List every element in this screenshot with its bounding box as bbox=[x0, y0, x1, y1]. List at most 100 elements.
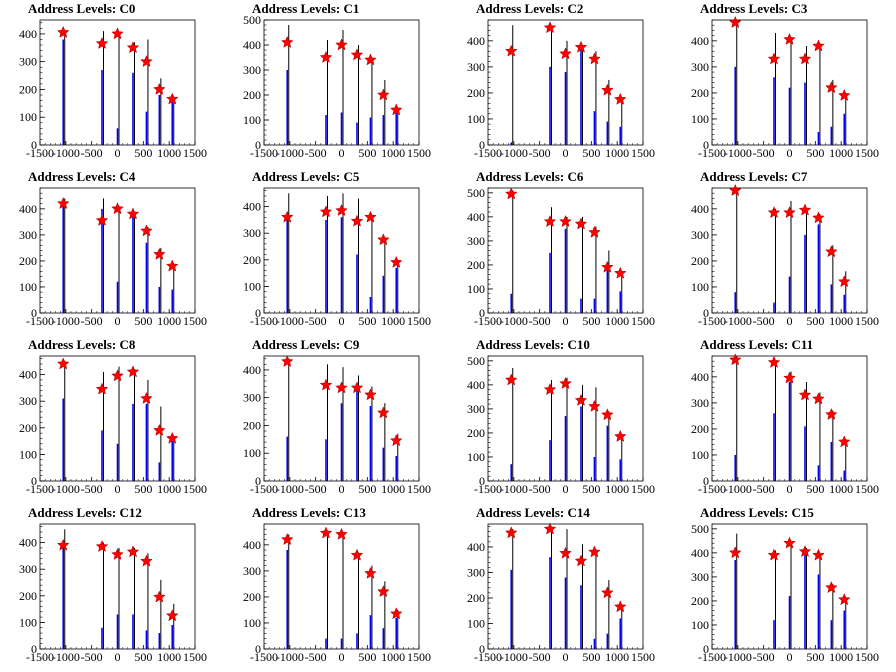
chart-panel-c12: Address Levels: C12 0 100 200 300 400 -1500 -10… bbox=[0, 504, 224, 672]
x-tick-label: 500 bbox=[582, 314, 600, 328]
level-marker bbox=[319, 50, 333, 63]
y-tick-label: 0 bbox=[255, 474, 261, 488]
x-tick-label: 0 bbox=[339, 650, 345, 664]
y-tick-label: 400 bbox=[243, 538, 261, 552]
level-marker bbox=[728, 15, 742, 28]
x-tick-label: -1500 bbox=[698, 146, 726, 160]
x-tick-label: 1500 bbox=[407, 314, 431, 328]
y-tick-label: 100 bbox=[243, 446, 261, 460]
level-marker bbox=[140, 554, 153, 567]
x-tick-label: -500 bbox=[529, 314, 551, 328]
y-tick-label: 400 bbox=[243, 363, 261, 377]
x-tick-label: -1000 bbox=[52, 146, 80, 160]
y-tick-label: 300 bbox=[19, 562, 37, 576]
level-marker bbox=[613, 92, 627, 105]
level-marker bbox=[588, 545, 601, 558]
x-tick-label: -1500 bbox=[474, 482, 502, 496]
level-marker bbox=[812, 548, 825, 561]
level-marker bbox=[389, 255, 403, 268]
y-tick-label: 200 bbox=[243, 253, 261, 267]
y-tick-label: 300 bbox=[467, 402, 485, 416]
y-tick-label: 0 bbox=[255, 138, 261, 152]
y-tick-label: 300 bbox=[691, 228, 709, 242]
y-tick-label: 0 bbox=[479, 642, 485, 656]
y-tick-label: 200 bbox=[243, 88, 261, 102]
chart-svg-c11: Address Levels: C11 0 100 200 300 400 -1500-10… bbox=[691, 337, 879, 496]
level-marker bbox=[825, 245, 838, 258]
level-marker bbox=[140, 224, 153, 237]
y-tick-label: 400 bbox=[467, 34, 485, 48]
x-tick-label: 500 bbox=[134, 314, 152, 328]
level-marker bbox=[126, 207, 140, 220]
level-marker bbox=[837, 593, 851, 606]
level-marker bbox=[280, 354, 294, 367]
x-tick-label: -500 bbox=[529, 146, 551, 160]
chart-panel-c10: Address Levels: C10 0 100 200 300 400 500 -1500… bbox=[448, 336, 672, 504]
y-tick-label: 200 bbox=[691, 594, 709, 608]
x-tick-label: -1000 bbox=[500, 650, 528, 664]
x-tick-label: 1000 bbox=[157, 482, 181, 496]
level-marker bbox=[825, 581, 838, 594]
chart-panel-c15: Address Levels: C15 0 100 200 300 400 500 -1500… bbox=[672, 504, 896, 672]
y-tick-label: 400 bbox=[467, 378, 485, 392]
x-tick-label: -500 bbox=[81, 146, 103, 160]
y-tick-label: 300 bbox=[467, 60, 485, 74]
level-marker bbox=[153, 423, 166, 436]
chart-title: Address Levels: C12 bbox=[28, 505, 142, 520]
y-tick-label: 0 bbox=[31, 138, 37, 152]
x-tick-label: 500 bbox=[582, 482, 600, 496]
x-tick-label: -1500 bbox=[698, 482, 726, 496]
x-tick-label: 1500 bbox=[183, 482, 207, 496]
chart-panel-c8: Address Levels: C8 0 100 200 300 400 -1500 -100… bbox=[0, 336, 224, 504]
level-marker bbox=[377, 406, 390, 419]
x-tick-label: -1000 bbox=[724, 482, 752, 496]
level-marker bbox=[504, 373, 518, 386]
y-tick-label: 500 bbox=[691, 522, 709, 536]
chart-svg-c2: Address Levels: C2 0 100 200 300 400 -1500-100… bbox=[467, 1, 655, 160]
level-marker bbox=[559, 47, 572, 60]
y-tick-label: 100 bbox=[19, 615, 37, 629]
level-marker bbox=[783, 371, 796, 384]
chart-panel-c2: Address Levels: C2 0 100 200 300 400 -1500 -100… bbox=[448, 0, 672, 168]
level-marker bbox=[559, 546, 572, 559]
chart-svg-c5: Address Levels: C5 0 100 200 300 400 -1500-100… bbox=[243, 169, 431, 328]
level-marker bbox=[389, 103, 403, 116]
chart-title: Address Levels: C7 bbox=[700, 169, 808, 184]
chart-title: Address Levels: C9 bbox=[252, 337, 360, 352]
x-tick-label: 0 bbox=[115, 482, 121, 496]
x-tick-label: 0 bbox=[115, 146, 121, 160]
level-marker bbox=[95, 213, 109, 226]
level-marker bbox=[126, 545, 140, 558]
y-tick-label: 100 bbox=[691, 112, 709, 126]
level-marker bbox=[165, 259, 179, 272]
level-marker bbox=[588, 225, 601, 238]
x-tick-label: -500 bbox=[753, 482, 775, 496]
chart-panel-c13: Address Levels: C13 0 100 200 300 400 -1500 -10… bbox=[224, 504, 448, 672]
x-tick-label: -500 bbox=[753, 146, 775, 160]
chart-title: Address Levels: C14 bbox=[476, 505, 590, 520]
level-marker bbox=[728, 546, 742, 559]
x-tick-label: 1500 bbox=[855, 314, 879, 328]
chart-panel-c0: Address Levels: C0 0 100 200 300 400 -1500 -100… bbox=[0, 0, 224, 168]
x-tick-label: -1000 bbox=[500, 146, 528, 160]
y-tick-label: 200 bbox=[243, 590, 261, 604]
y-tick-label: 100 bbox=[467, 282, 485, 296]
level-marker bbox=[335, 38, 348, 51]
y-tick-label: 300 bbox=[243, 391, 261, 405]
x-tick-label: -1000 bbox=[276, 482, 304, 496]
level-marker bbox=[319, 526, 333, 539]
y-tick-label: 300 bbox=[467, 234, 485, 248]
y-tick-label: 100 bbox=[243, 279, 261, 293]
y-tick-label: 200 bbox=[691, 422, 709, 436]
x-tick-label: 500 bbox=[358, 314, 376, 328]
x-tick-label: 1000 bbox=[605, 482, 629, 496]
y-tick-label: 100 bbox=[691, 618, 709, 632]
level-marker bbox=[767, 206, 781, 219]
y-tick-label: 400 bbox=[467, 540, 485, 554]
y-tick-label: 200 bbox=[691, 86, 709, 100]
chart-title: Address Levels: C15 bbox=[700, 505, 814, 520]
x-tick-label: -1000 bbox=[500, 314, 528, 328]
x-tick-label: -500 bbox=[753, 314, 775, 328]
level-marker bbox=[728, 183, 742, 196]
chart-title: Address Levels: C0 bbox=[28, 1, 135, 16]
